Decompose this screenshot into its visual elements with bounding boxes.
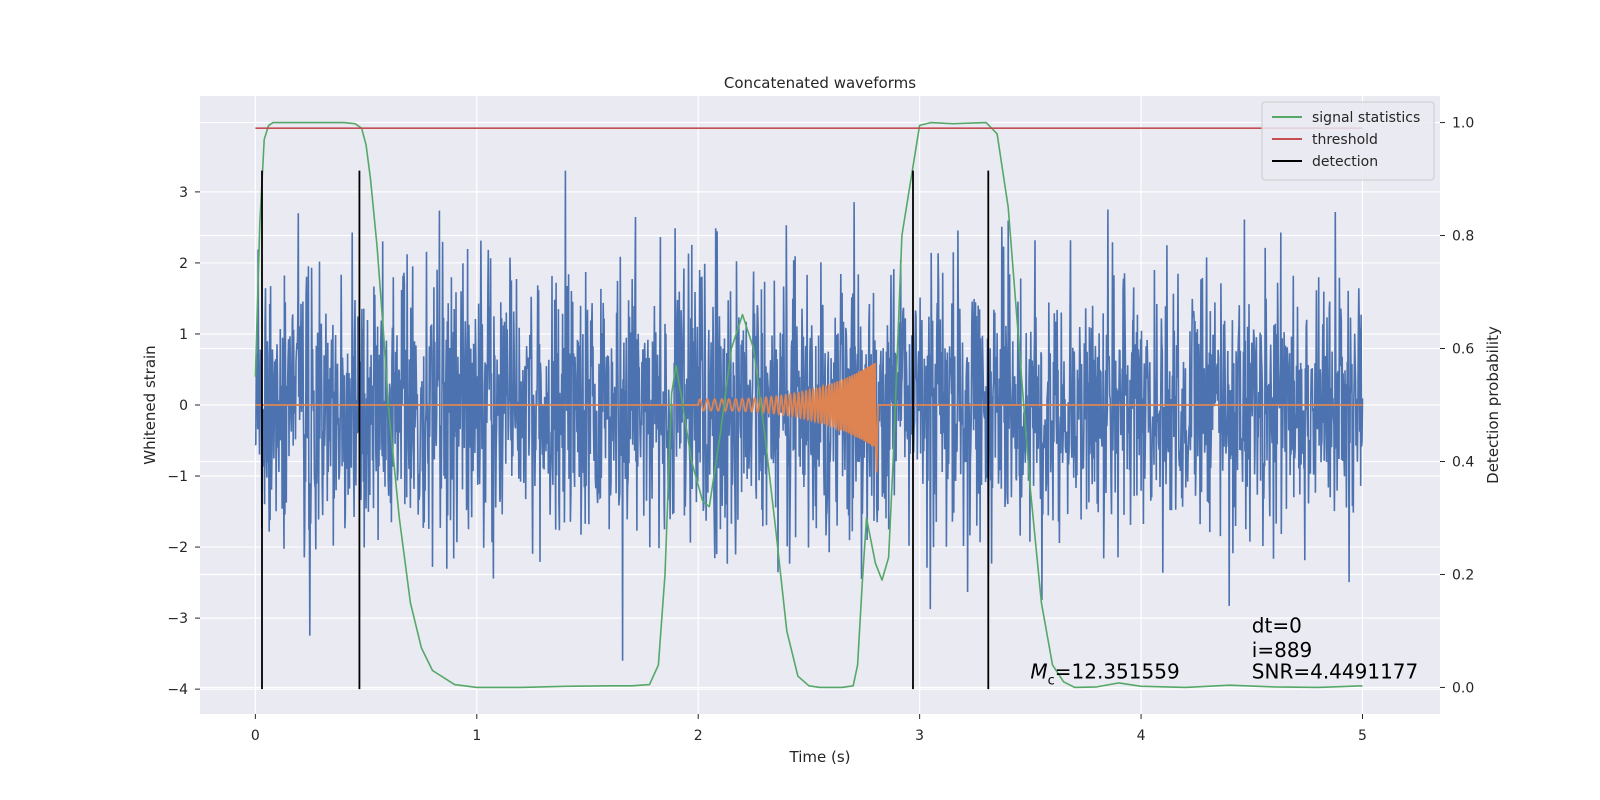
x-tick-label: 3 [915,728,924,744]
annotation-text: i=889 [1252,638,1313,662]
tick-labels: 0 1 2 3 4 5 3 2 1 0 −1 −2 −3 −4 1.0 0.8 0.6 0.4 0.2 0.0 [167,116,1474,744]
y-tick-label: 0 [179,398,188,414]
y-tick-label: −2 [167,540,188,556]
y-tick-label: −1 [167,469,188,485]
y2-tick-label: 0.6 [1452,342,1474,358]
x-tick-label: 0 [251,728,260,744]
y2-tick-label: 0.4 [1452,454,1474,470]
y2-tick-label: 0.8 [1452,229,1474,245]
y-tick-label: 2 [179,256,188,272]
series-chirp-waveform [255,362,1363,473]
x-axis-label: Time (s) [789,748,851,766]
chart-title: Concatenated waveforms [724,74,916,92]
legend: signal statistics threshold detection [1261,101,1435,181]
y-tick-label: 3 [179,185,188,201]
x-tick-label: 1 [472,728,481,744]
y2-tick-label: 0.2 [1452,567,1474,583]
legend-label: threshold [1312,132,1378,148]
y-tick-label: −4 [167,682,188,698]
plot-lines [254,121,1364,690]
legend-label: detection [1312,154,1378,170]
x-tick-label: 2 [694,728,703,744]
legend-label: signal statistics [1312,110,1420,126]
y2-tick-label: 1.0 [1452,116,1474,132]
annotation-text: SNR=4.4491177 [1252,659,1418,683]
y-tick-label: −3 [167,611,188,627]
x-tick-label: 4 [1137,728,1146,744]
y2-axis-label: Detection probability [1484,326,1502,484]
legend-box [1261,101,1435,181]
y-tick-label: 1 [179,327,188,343]
annotation-text: Mc=12.351559 [1030,659,1179,688]
annotation-text: dt=0 [1252,613,1302,637]
series-signal-statistics [254,121,1363,689]
y-axis-label: Whitened strain [141,345,159,464]
x-tick-label: 5 [1358,728,1367,744]
y2-tick-label: 0.0 [1452,680,1474,696]
